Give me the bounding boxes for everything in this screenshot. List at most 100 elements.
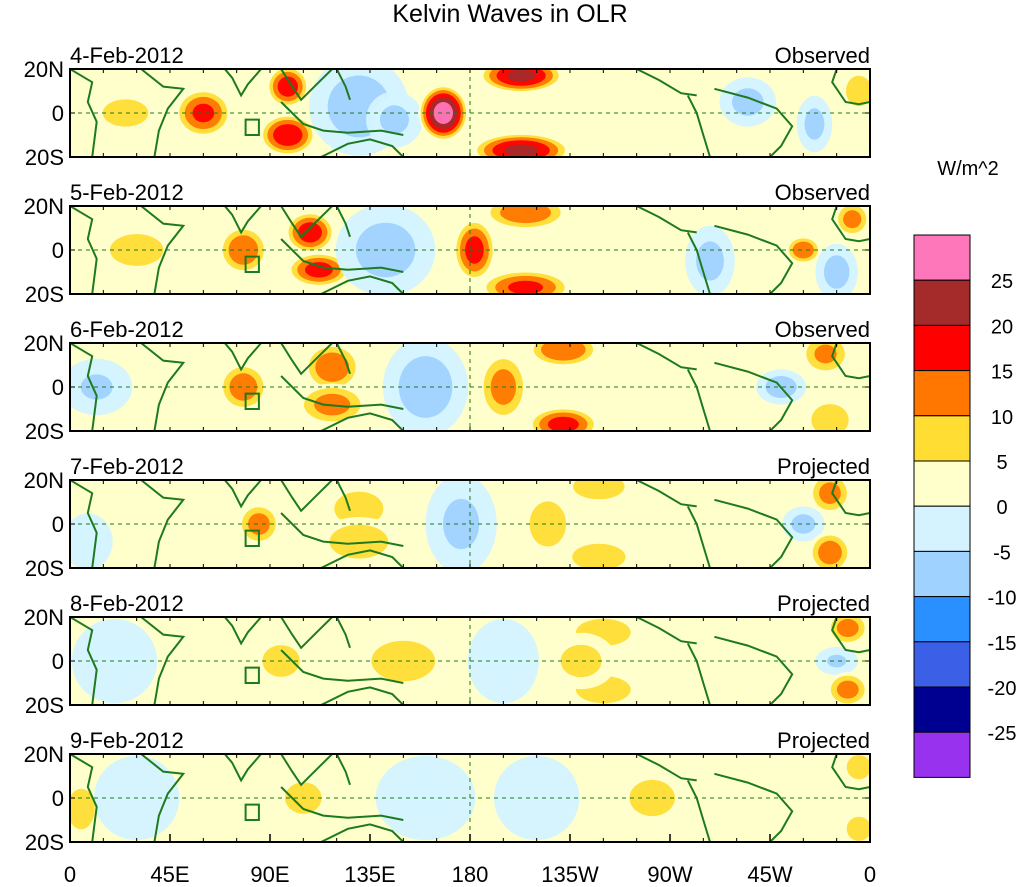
west-africa-outline [831,69,870,106]
central-america-outline [636,206,697,234]
central-america-outline [636,754,697,782]
indonesia-outline [280,238,404,273]
x-tick-label: 45W [747,862,792,887]
colorbar-swatch [913,460,971,507]
colorbar-swatch [913,370,971,417]
colorbar-level-label: -20 [988,678,1017,700]
west-africa-outline [831,343,870,380]
south-america-east-outline [714,224,794,294]
west-africa-outline [831,754,870,791]
australia-outline [320,823,405,842]
y-tick-label: 20N [24,331,64,356]
central-america-outline [636,617,697,645]
olr-anomaly-feature [811,404,849,431]
africa-west-outline [70,206,98,294]
colorbar-swatch [913,505,971,552]
olr-anomaly-feature [379,105,409,134]
y-tick-label: 0 [52,649,64,674]
colorbar-level-label: 0 [996,497,1007,519]
map-panel-2: 20N 0 20S 5-Feb-2012 Observed [24,180,871,307]
colorbar-swatch [913,279,971,326]
africa-east-outline [140,343,186,431]
colorbar-level-label: -15 [988,633,1017,655]
south-america-east-outline [714,498,794,568]
olr-anomaly-feature [304,262,333,278]
australia-outline [320,138,405,157]
south-america-west-outline [686,368,711,431]
map-panel-6: 20N 0 20S 9-Feb-2012 Projected [24,728,871,855]
panel-status-label: Projected [777,454,870,479]
west-africa-outline [831,617,870,654]
philippines-outline [335,206,351,238]
indonesia-outline [280,101,404,136]
africa-west-outline [70,754,98,842]
y-tick-label: 20S [25,282,64,307]
y-tick-label: 0 [52,238,64,263]
se-asia-outline [280,480,333,513]
olr-field [70,480,852,568]
olr-anomaly-feature [192,103,215,123]
olr-anomaly-feature [547,416,579,431]
y-tick-label: 0 [52,375,64,400]
y-tick-label: 20S [25,830,64,855]
colorbar-swatch [913,324,971,372]
africa-west-outline [70,617,98,705]
australia-outline [320,686,405,705]
africa-west-outline [70,69,98,157]
colorbar-level-label: 25 [991,271,1013,293]
central-america-outline [636,480,697,508]
panel-date-label: 8-Feb-2012 [70,591,184,616]
africa-east-outline [140,617,186,705]
colorbar-level-label: 15 [991,362,1013,384]
olr-anomaly-feature [433,102,454,124]
olr-anomaly-feature [629,779,676,817]
philippines-outline [335,343,351,375]
africa-east-outline [140,480,186,568]
olr-anomaly-feature [70,788,95,830]
map-panel-1: 20N 0 20S 4-Feb-2012 Observed [24,43,871,170]
colorbar: 25 20 15 10 5 0 -5 -10 -15 -20 -25 [913,234,1017,778]
se-asia-outline [280,206,333,239]
x-tick-label: 135E [344,862,395,887]
colorbar-level-label: 10 [991,407,1013,429]
chart-title: Kelvin Waves in OLR [392,0,627,28]
south-america-west-outline [686,642,711,705]
continent-outlines [70,343,870,431]
colorbar-level-label: 5 [996,452,1007,474]
x-tick-label: 45E [150,862,189,887]
olr-anomaly-feature [827,654,847,668]
south-america-east-outline [714,361,794,431]
olr-anomaly-feature [843,210,862,229]
panel-status-label: Projected [777,591,870,616]
y-tick-label: 0 [52,786,64,811]
india-outline [223,343,262,372]
olr-anomaly-feature [529,501,567,547]
box-marker [244,666,260,684]
olr-anomaly-feature [298,222,322,243]
olr-anomaly-feature [845,75,870,107]
olr-anomaly-feature [818,540,842,565]
south-america-east-outline [714,87,794,157]
continent-outlines [70,480,870,568]
australia-outline [320,549,405,568]
olr-anomaly-feature [573,480,625,500]
y-tick-label: 0 [52,101,64,126]
south-america-east-outline [714,772,794,842]
south-america-west-outline [686,779,711,842]
colorbar-level-label: -5 [993,542,1011,564]
olr-anomaly-feature [572,543,626,568]
africa-west-outline [70,343,98,431]
africa-west-outline [70,480,98,568]
australia-outline [320,412,405,431]
panel-date-label: 6-Feb-2012 [70,317,184,342]
central-america-outline [636,69,697,97]
x-tick-label: 0 [864,862,876,887]
colorbar-swatch [913,596,971,643]
india-outline [223,69,262,98]
colorbar-swatch [913,641,971,688]
india-outline [223,206,262,235]
olr-anomaly-feature [277,76,298,97]
y-tick-label: 20N [24,57,64,82]
olr-anomaly-feature [541,343,586,361]
india-outline [223,480,262,509]
